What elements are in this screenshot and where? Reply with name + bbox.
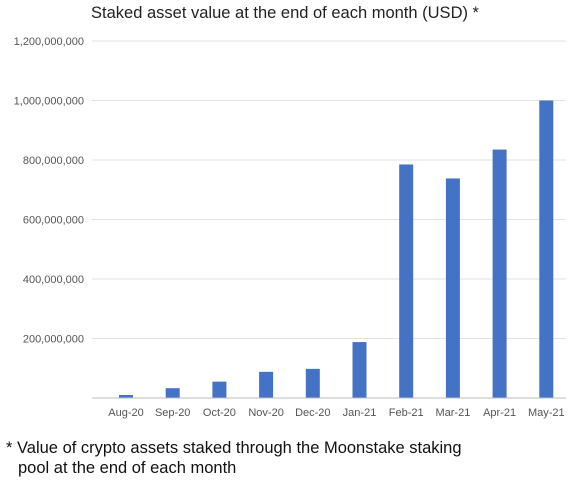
y-tick-label: 1,000,000,000 xyxy=(14,96,84,108)
y-axis-ticks: 200,000,000 400,000,000 600,000,000 800,000… xyxy=(14,36,84,346)
x-tick-label: Jan-21 xyxy=(343,407,377,419)
x-tick-label: Sep-20 xyxy=(155,407,190,419)
x-tick-label: May-21 xyxy=(528,407,565,419)
y-tick-label: 1,200,000,000 xyxy=(14,36,84,48)
bar-may-21 xyxy=(539,100,554,398)
gridlines xyxy=(92,40,566,339)
bar-sep-20 xyxy=(165,388,180,398)
x-tick-label: Apr-21 xyxy=(483,407,516,419)
x-axis-ticks: Aug-20 Sep-20 Oct-20 Nov-20 Dec-20 Jan-21 Feb-… xyxy=(108,407,564,419)
y-tick-label: 600,000,000 xyxy=(23,215,84,227)
x-tick-label: Oct-20 xyxy=(203,407,236,419)
x-tick-label: Nov-20 xyxy=(248,407,283,419)
x-tick-label: Aug-20 xyxy=(108,407,143,419)
bar-mar-21 xyxy=(445,178,460,398)
y-tick-label: 400,000,000 xyxy=(23,274,84,286)
bar-aug-20 xyxy=(119,395,133,398)
bar-nov-20 xyxy=(259,371,274,398)
bar-oct-20 xyxy=(212,381,227,398)
x-tick-label: Dec-20 xyxy=(295,407,330,419)
footnote-line-2: pool at the end of each month xyxy=(18,459,237,477)
bars xyxy=(119,100,554,398)
x-tick-label: Feb-21 xyxy=(389,407,424,419)
bar-jan-21 xyxy=(352,342,367,398)
bar-apr-21 xyxy=(492,149,507,398)
footnote-line-1: * Value of crypto assets staked through … xyxy=(6,439,462,457)
footnote: * Value of crypto assets staked through … xyxy=(6,438,566,478)
bar-feb-21 xyxy=(399,164,414,398)
bar-dec-20 xyxy=(305,368,320,398)
y-tick-label: 800,000,000 xyxy=(23,155,84,167)
x-tick-label: Mar-21 xyxy=(435,407,470,419)
y-tick-label: 200,000,000 xyxy=(23,334,84,346)
chart-title: Staked asset value at the end of each mo… xyxy=(91,4,479,22)
